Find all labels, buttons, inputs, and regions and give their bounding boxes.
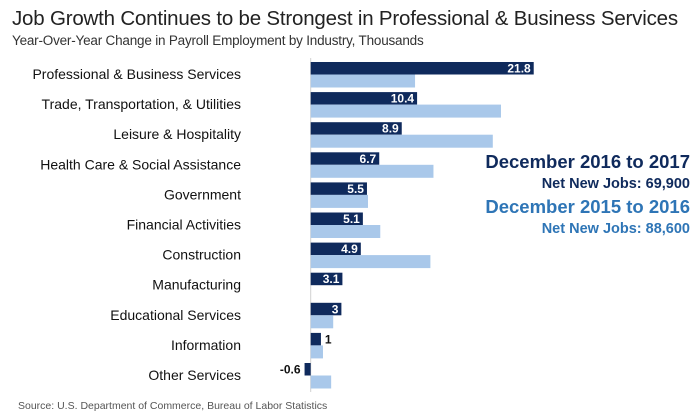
- bar-2016-2017: [310, 332, 321, 346]
- category-label: Trade, Transportation, & Utilities: [42, 96, 241, 112]
- data-label-2016-2017: 8.9: [382, 122, 399, 136]
- legend-series-2016-net-jobs: Net New Jobs: 88,600: [541, 221, 690, 237]
- chart-title: Job Growth Continues to be Strongest in …: [12, 7, 678, 30]
- bar-2015-2016: [310, 104, 501, 118]
- category-label: Government: [164, 186, 241, 202]
- category-label: Information: [171, 337, 241, 353]
- bar-2015-2016: [310, 225, 381, 238]
- category-label: Construction: [162, 247, 241, 263]
- category-label: Other Services: [148, 367, 241, 383]
- bar-2016-2017: [310, 152, 380, 165]
- data-label-2016-2017: 10.4: [391, 92, 415, 106]
- data-label-2016-2017: -0.6: [280, 363, 301, 377]
- category-label: Educational Services: [110, 307, 241, 323]
- bar-2015-2016: [310, 74, 416, 88]
- source-note: Source: U.S. Department of Commerce, Bur…: [18, 400, 328, 412]
- bar-2015-2016: [310, 375, 332, 389]
- legend-series-2016-title: December 2015 to 2016: [485, 196, 690, 217]
- legend-series-2017-net-jobs: Net New Jobs: 69,900: [541, 176, 690, 192]
- category-label: Leisure & Hospitality: [113, 126, 241, 142]
- data-label-2016-2017: 5.1: [343, 212, 360, 226]
- bar-2016-2017: [310, 212, 363, 225]
- data-label-2016-2017: 1: [325, 332, 332, 346]
- bar-2016-2017: [310, 92, 418, 105]
- category-label: Professional & Business Services: [32, 66, 241, 82]
- chart-subtitle: Year-Over-Year Change in Payroll Employm…: [12, 33, 424, 48]
- bar-2015-2016: [310, 345, 323, 359]
- bars-layer: Professional & Business Services 21.8 Trad…: [32, 58, 534, 392]
- data-label-2016-2017: 6.7: [360, 152, 377, 166]
- bar-2016-2017: [304, 363, 311, 376]
- legend-series-2017-title: December 2016 to 2017: [485, 151, 690, 172]
- bar-2016-2017: [310, 182, 367, 195]
- data-label-2016-2017: 5.5: [347, 182, 364, 196]
- bar-2016-2017: [310, 62, 534, 75]
- bar-2016-2017: [310, 242, 361, 256]
- category-label: Manufacturing: [152, 277, 241, 293]
- bar-2016-2017: [310, 302, 342, 316]
- data-label-2016-2017: 3: [332, 302, 339, 316]
- bar-2015-2016: [310, 194, 368, 208]
- bar-2015-2016: [310, 255, 431, 269]
- bar-2015-2016: [310, 134, 493, 148]
- bar-2016-2017: [310, 272, 343, 286]
- data-label-2016-2017: 3.1: [323, 272, 340, 286]
- category-label: Health Care & Social Assistance: [40, 156, 241, 172]
- bar-2016-2017: [310, 122, 402, 135]
- data-label-2016-2017: 4.9: [341, 242, 358, 256]
- bar-2015-2016: [310, 164, 434, 178]
- data-label-2016-2017: 21.8: [507, 62, 531, 76]
- bar-2015-2016: [310, 315, 334, 329]
- category-label: Financial Activities: [127, 217, 241, 233]
